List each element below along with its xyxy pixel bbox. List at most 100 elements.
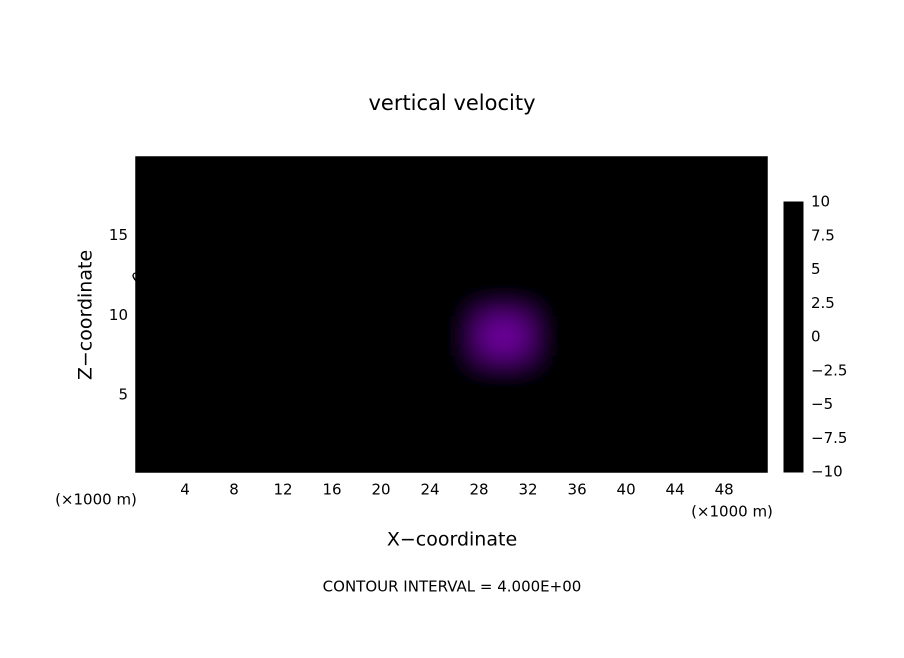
colorbar-step bbox=[784, 445, 803, 453]
field-cell bbox=[430, 395, 481, 437]
field-cell bbox=[479, 435, 530, 472]
field bbox=[136, 157, 767, 472]
field-cell bbox=[675, 435, 726, 472]
colorbar-label: 0 bbox=[811, 328, 821, 346]
field-cell bbox=[675, 315, 726, 357]
colorbar-step bbox=[784, 397, 803, 405]
field-cell bbox=[724, 235, 767, 277]
field-cell bbox=[136, 315, 187, 357]
colorbar-label: 7.5 bbox=[811, 226, 835, 244]
colorbar-step bbox=[784, 465, 803, 473]
colorbar-step bbox=[784, 384, 803, 392]
colorbar-step bbox=[784, 343, 803, 351]
field-cell bbox=[283, 435, 334, 472]
colorbar-label: 2.5 bbox=[811, 294, 835, 312]
colorbar-step bbox=[784, 364, 803, 372]
colorbar-step bbox=[784, 458, 803, 466]
field-cell bbox=[577, 235, 628, 277]
field-cell bbox=[479, 395, 530, 437]
field-cell bbox=[332, 157, 383, 197]
field-cell bbox=[185, 315, 236, 357]
colorbar-step bbox=[784, 404, 803, 412]
colorbar-step bbox=[784, 222, 803, 230]
field-cell bbox=[234, 195, 285, 237]
x-tick-label: 8 bbox=[229, 481, 239, 499]
colorbar-label: −5 bbox=[811, 395, 833, 413]
field-cell bbox=[724, 435, 767, 472]
colorbar-step bbox=[784, 377, 803, 385]
colorbar-step bbox=[784, 202, 803, 210]
colorbar-step bbox=[784, 310, 803, 318]
field-cell bbox=[528, 435, 579, 472]
field-cell bbox=[675, 235, 726, 277]
colorbar-step bbox=[784, 283, 803, 291]
field-cell bbox=[577, 157, 628, 197]
field-cell bbox=[724, 395, 767, 437]
field-cell bbox=[381, 355, 432, 397]
x-tick-label: 4 bbox=[180, 481, 190, 499]
field-cell bbox=[675, 195, 726, 237]
x-tick-label: 32 bbox=[519, 481, 538, 499]
field-cell bbox=[528, 315, 579, 357]
field-cell bbox=[185, 275, 236, 317]
field-cell bbox=[332, 395, 383, 437]
field-cells bbox=[136, 157, 767, 472]
colorbar-step bbox=[784, 411, 803, 419]
colorbar-step bbox=[784, 242, 803, 250]
field-cell bbox=[724, 275, 767, 317]
colorbar-step bbox=[784, 229, 803, 237]
colorbar-step bbox=[784, 235, 803, 243]
field-cell bbox=[234, 435, 285, 472]
field-cell bbox=[136, 157, 187, 197]
plot-frame bbox=[135, 156, 768, 473]
field-cell bbox=[381, 315, 432, 357]
field-cell bbox=[381, 275, 432, 317]
field-cell bbox=[479, 235, 530, 277]
y-axis-label: Z−coordinate bbox=[75, 250, 97, 380]
field-cell bbox=[675, 395, 726, 437]
field-cell bbox=[577, 435, 628, 472]
y-tick-label: 5 bbox=[118, 386, 128, 404]
colorbar-label: 5 bbox=[811, 260, 821, 278]
chart-title: vertical velocity bbox=[368, 91, 535, 115]
colorbar-step bbox=[784, 269, 803, 277]
field-cell bbox=[479, 157, 530, 197]
field-cell bbox=[724, 195, 767, 237]
x-unit-label: (×1000 m) bbox=[691, 503, 773, 521]
field-cell bbox=[234, 157, 285, 197]
field-cell bbox=[528, 395, 579, 437]
y-tick-label: 10 bbox=[109, 306, 128, 324]
colorbar-step bbox=[784, 296, 803, 304]
colorbar-step bbox=[784, 249, 803, 257]
field-cell bbox=[332, 315, 383, 357]
field-cell bbox=[430, 275, 481, 317]
field-cell bbox=[283, 275, 334, 317]
colorbar-step bbox=[784, 303, 803, 311]
colorbar-step bbox=[784, 262, 803, 270]
colorbar-step bbox=[784, 391, 803, 399]
x-tick-label: 44 bbox=[666, 481, 685, 499]
colorbar-label: −2.5 bbox=[811, 361, 847, 379]
colorbar-step bbox=[784, 316, 803, 324]
field-cell bbox=[528, 275, 579, 317]
x-tick-label: 12 bbox=[273, 481, 292, 499]
x-tick-label: 28 bbox=[470, 481, 489, 499]
field-cell bbox=[136, 195, 187, 237]
colorbar-step bbox=[784, 418, 803, 426]
field-cell bbox=[185, 435, 236, 472]
field-cell bbox=[626, 395, 677, 437]
field-cell bbox=[479, 315, 530, 357]
field-cell bbox=[332, 195, 383, 237]
colorbar-step bbox=[784, 330, 803, 338]
field-cell bbox=[528, 235, 579, 277]
field-cell bbox=[283, 157, 334, 197]
colorbar-step bbox=[784, 370, 803, 378]
field-cell bbox=[234, 235, 285, 277]
field-cell bbox=[626, 157, 677, 197]
field-cell bbox=[675, 275, 726, 317]
field-cell bbox=[724, 315, 767, 357]
colorbar-step bbox=[784, 323, 803, 331]
field-cell bbox=[136, 275, 187, 317]
field-cell bbox=[430, 435, 481, 472]
